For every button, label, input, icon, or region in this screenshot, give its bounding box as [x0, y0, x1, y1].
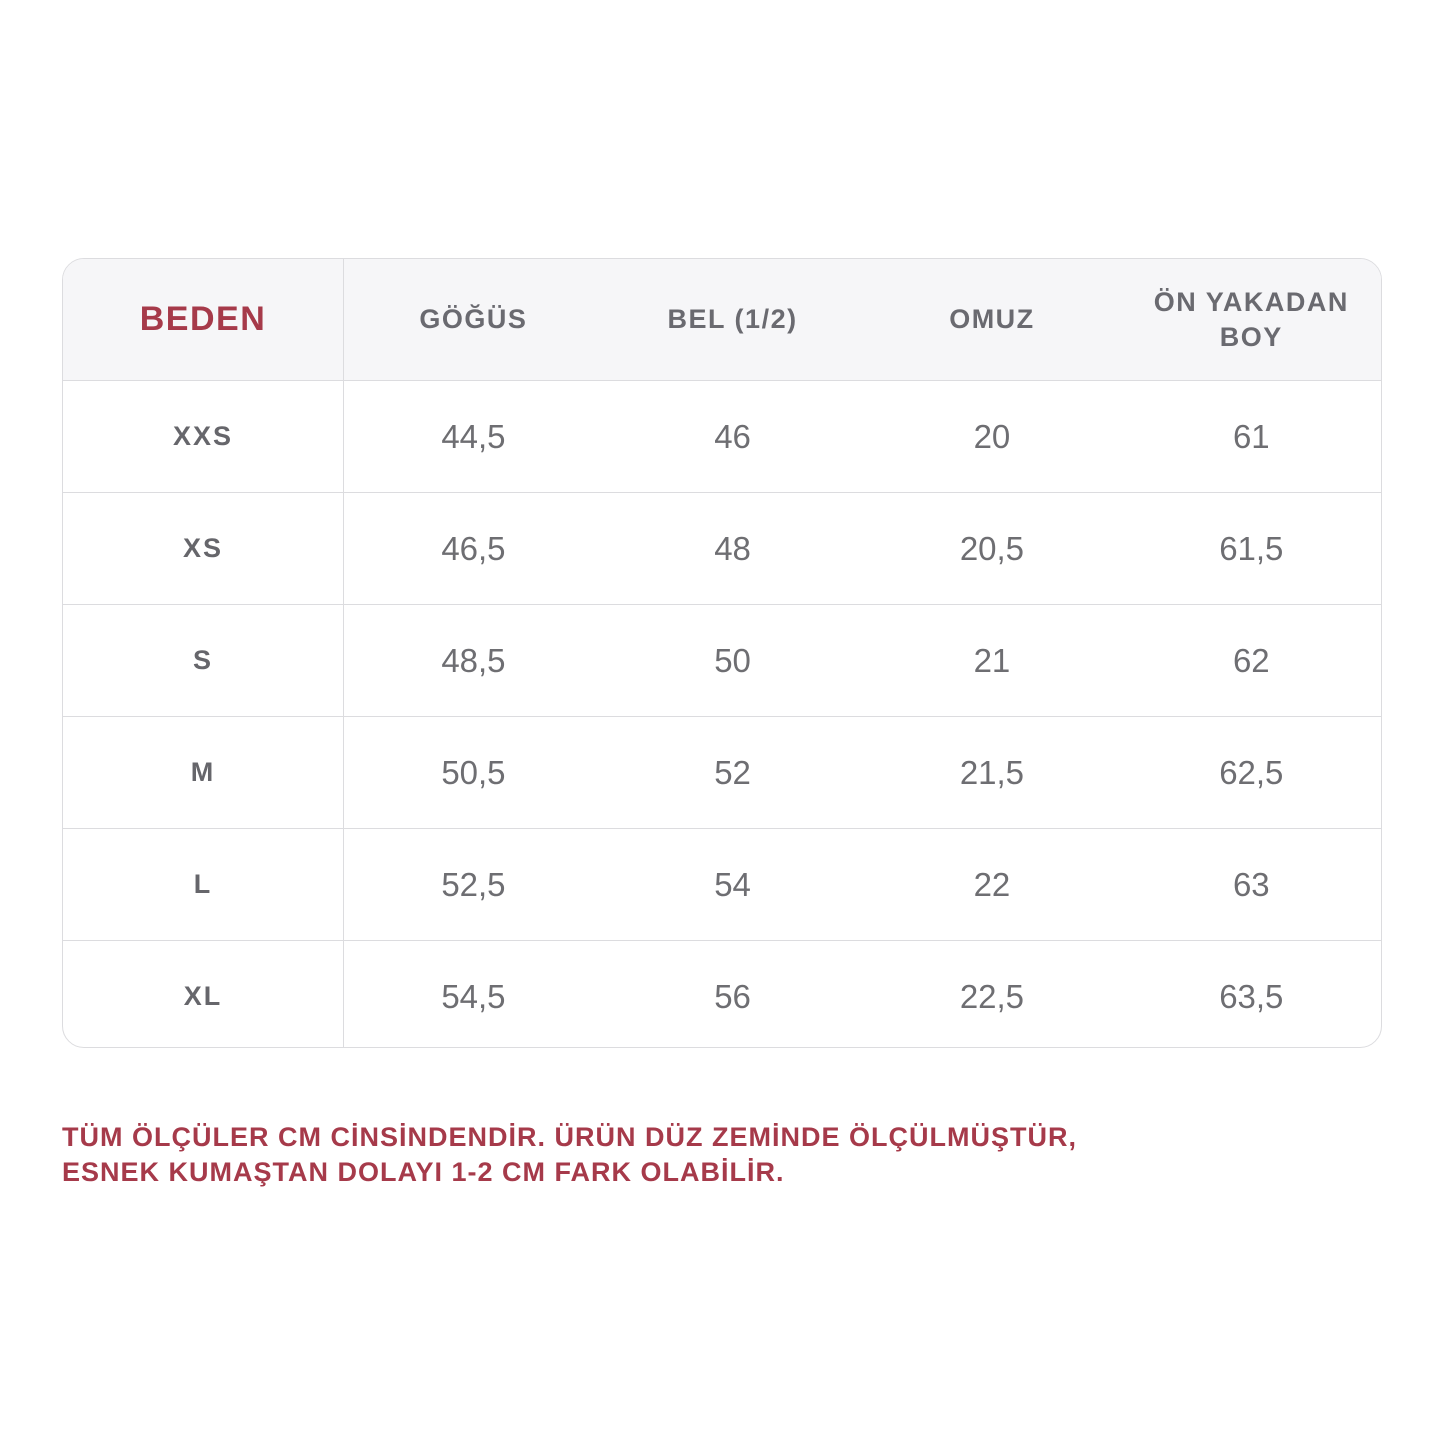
measurement-cell: 62 — [1121, 604, 1381, 717]
table-row: L 52,5 54 22 63 — [63, 828, 1381, 941]
note-line-1: TÜM ÖLÇÜLER CM CİNSİNDENDİR. ÜRÜN DÜZ ZE… — [62, 1122, 1077, 1152]
measurement-cell: 63,5 — [1219, 977, 1284, 1015]
measurement-cell: 20 — [862, 380, 1122, 493]
table-row: XS 46,5 48 20,5 61,5 — [63, 492, 1381, 605]
measurement-cell: 54 — [602, 828, 863, 941]
size-cell: XXS — [63, 380, 344, 493]
header-boy-label: ÖN YAKADAN BOY — [1153, 286, 1349, 352]
measurement-cell: 52,5 — [343, 828, 603, 941]
measurement-cell: 48,5 — [343, 604, 603, 717]
size-cell: L — [63, 828, 344, 941]
measurement-cell: 50,5 — [343, 716, 603, 829]
header-bel: BEL (1/2) — [602, 259, 863, 381]
measurement-cell: 63 — [1121, 828, 1381, 941]
measurement-cell: 50 — [602, 604, 863, 717]
header-row: BEDEN GÖĞÜS BEL (1/2) OMUZ ÖN YAKADAN BO… — [63, 259, 1381, 381]
header-gogus: GÖĞÜS — [343, 259, 603, 381]
size-table: BEDEN GÖĞÜS BEL (1/2) OMUZ ÖN YAKADAN BO… — [63, 259, 1381, 1047]
size-cell: XS — [63, 492, 344, 605]
measurement-cell: 56 — [714, 977, 751, 1015]
measurement-cell: 62,5 — [1121, 716, 1381, 829]
measurement-note: TÜM ÖLÇÜLER CM CİNSİNDENDİR. ÜRÜN DÜZ ZE… — [62, 1120, 1077, 1190]
measurement-cell: 21 — [862, 604, 1122, 717]
measurement-cell: 46 — [602, 380, 863, 493]
measurement-cell: 46,5 — [343, 492, 603, 605]
table-row: XXS 44,5 46 20 61 — [63, 380, 1381, 493]
measurement-cell: 54,5 — [441, 977, 506, 1015]
table-row: S 48,5 50 21 62 — [63, 604, 1381, 717]
measurement-cell: 44,5 — [343, 380, 603, 493]
measurement-cell: 61,5 — [1121, 492, 1381, 605]
table-row: M 50,5 52 21,5 62,5 — [63, 716, 1381, 829]
measurement-cell: 22,5 — [959, 977, 1025, 1015]
table-row: XL 54,5 56 22,5 63,5 — [63, 940, 1381, 1047]
size-cell: M — [63, 716, 344, 829]
note-line-2: ESNEK KUMAŞTAN DOLAYI 1-2 CM FARK OLABİL… — [62, 1157, 785, 1187]
header-omuz: OMUZ — [862, 259, 1122, 381]
measurement-cell: 48 — [602, 492, 863, 605]
measurement-cell: 22 — [862, 828, 1122, 941]
header-beden: BEDEN — [63, 259, 344, 381]
header-boy: ÖN YAKADAN BOY — [1121, 259, 1381, 381]
measurement-cell: 20,5 — [862, 492, 1122, 605]
size-chart: BEDEN GÖĞÜS BEL (1/2) OMUZ ÖN YAKADAN BO… — [62, 258, 1382, 1048]
size-cell: XL — [63, 940, 344, 1047]
measurement-cell: 61 — [1121, 380, 1381, 493]
measurement-cell: 52 — [602, 716, 863, 829]
measurement-cell: 21,5 — [862, 716, 1122, 829]
size-cell: S — [63, 604, 344, 717]
